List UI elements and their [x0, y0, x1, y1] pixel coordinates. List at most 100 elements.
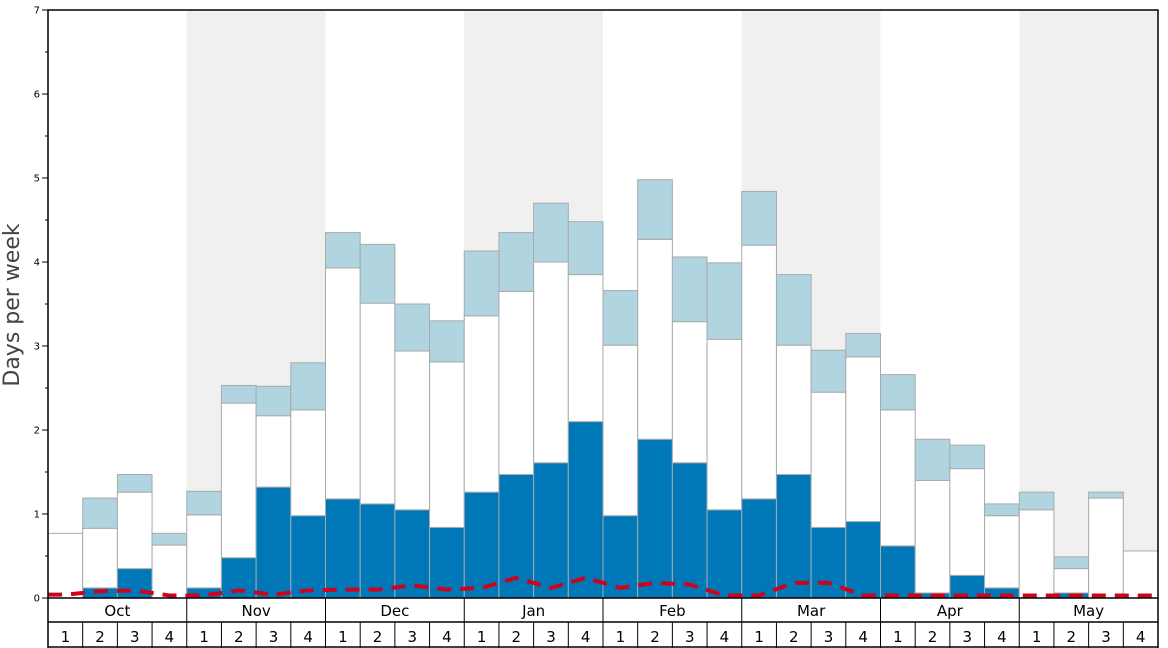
bar-segment-top-12: [463, 250, 500, 317]
bar-segment-top-22: [810, 349, 847, 393]
week-label: 3: [1101, 628, 1111, 646]
week-label: 3: [269, 628, 279, 646]
week-label: 1: [754, 628, 764, 646]
week-label: 4: [858, 628, 868, 646]
y-tick-label: 0: [34, 594, 40, 605]
week-label: 2: [650, 628, 660, 646]
week-label: 3: [685, 628, 695, 646]
week-label: 1: [1032, 628, 1042, 646]
bar-segment-middle-5: [220, 402, 257, 559]
week-label: 1: [338, 628, 348, 646]
bar-segment-bottom-15: [567, 421, 604, 599]
week-label: 4: [997, 628, 1007, 646]
bar-segment-middle-9: [359, 302, 396, 505]
axes: 0 1 2 3 4 5 6 7 Oct Nov Dec Jan Feb Mar Apr May 1 2 3 4 1 2 3 4…: [34, 6, 1159, 648]
bar-segment-bottom-6: [255, 486, 292, 599]
bar-segment-top-8: [325, 232, 361, 269]
bar-segment-middle-18: [671, 321, 708, 464]
bar-segment-top-25: [914, 438, 951, 481]
week-label: 2: [1067, 628, 1077, 646]
bar-segment-bottom-9: [359, 503, 396, 599]
bar-segment-bottom-19: [706, 509, 743, 599]
bar-segment-middle-19: [706, 338, 743, 511]
month-label-apr: Apr: [937, 602, 964, 620]
y-tick-label: 1: [34, 510, 40, 521]
bars: [47, 179, 1159, 599]
y-tick-label: 7: [34, 6, 40, 17]
month-label-may: May: [1073, 602, 1104, 620]
bar-segment-middle-28: [1018, 509, 1055, 599]
week-label: 4: [442, 628, 452, 646]
bar-segment-top-10: [394, 303, 431, 352]
bar-segment-top-24: [880, 374, 916, 411]
y-tick-label: 4: [34, 258, 40, 269]
bar-segment-middle-31: [1122, 550, 1159, 599]
bar-segment-top-7: [290, 362, 326, 411]
bar-segment-middle-29: [1053, 568, 1090, 594]
bar-segment-middle-25: [914, 479, 951, 594]
bar-segment-top-29: [1053, 556, 1090, 570]
bar-segment-bottom-20: [741, 498, 777, 599]
bar-segment-middle-14: [533, 261, 569, 464]
bar-segment-middle-15: [567, 274, 604, 423]
bar-segment-top-6: [255, 385, 292, 417]
bar-segment-top-26: [949, 444, 986, 470]
bar-segment-top-15: [567, 221, 604, 276]
bar-segment-top-2: [116, 474, 153, 493]
bar-segment-bottom-10: [394, 509, 431, 599]
bar-segment-top-28: [1018, 491, 1055, 511]
bar-segment-middle-17: [637, 238, 673, 440]
month-label-mar: Mar: [797, 602, 826, 620]
bar-segment-top-3: [151, 532, 188, 546]
bar-segment-bottom-7: [290, 515, 326, 599]
y-tick-label: 6: [34, 90, 40, 101]
week-label: 1: [199, 628, 209, 646]
y-tick-label: 5: [34, 174, 40, 185]
bar-segment-middle-2: [116, 491, 153, 570]
week-label: 2: [789, 628, 799, 646]
bar-segment-bottom-16: [602, 515, 639, 599]
week-label: 3: [824, 628, 834, 646]
bar-segment-bottom-21: [775, 474, 812, 599]
bar-segment-middle-4: [186, 514, 222, 589]
bar-segment-middle-30: [1088, 497, 1124, 599]
week-label: 2: [512, 628, 522, 646]
bar-segment-top-5: [220, 384, 257, 404]
week-label: 4: [720, 628, 730, 646]
bar-segment-top-13: [498, 232, 535, 292]
bar-segment-top-20: [741, 190, 777, 246]
week-label: 4: [581, 628, 591, 646]
week-label: 3: [962, 628, 972, 646]
bar-segment-top-11: [429, 320, 465, 363]
bar-segment-middle-11: [429, 361, 465, 528]
month-label-dec: Dec: [380, 602, 409, 620]
week-label: 1: [616, 628, 626, 646]
y-tick-label: 3: [34, 342, 40, 353]
bar-segment-middle-23: [845, 356, 881, 523]
bar-segment-bottom-11: [429, 526, 465, 599]
bar-segment-middle-16: [602, 344, 639, 517]
bar-segment-middle-1: [82, 527, 118, 589]
bar-segment-top-27: [984, 503, 1020, 517]
dashed-line-layer: [48, 575, 1158, 598]
bar-segment-top-23: [845, 332, 881, 358]
bar-segment-top-17: [637, 179, 673, 240]
bar-segment-bottom-23: [845, 521, 881, 599]
bar-segment-middle-22: [810, 391, 847, 528]
bar-segment-top-19: [706, 262, 743, 340]
week-label: 2: [234, 628, 244, 646]
week-label: 4: [165, 628, 175, 646]
bar-segment-middle-12: [463, 315, 500, 493]
bar-segment-middle-10: [394, 350, 431, 511]
bar-segment-bottom-18: [671, 462, 708, 599]
bar-segment-top-16: [602, 290, 639, 346]
bar-segment-middle-20: [741, 244, 777, 500]
bar-segment-top-14: [533, 202, 569, 263]
bar-segment-bottom-12: [463, 491, 500, 599]
bar-segment-middle-26: [949, 468, 986, 576]
bar-segment-middle-27: [984, 515, 1020, 589]
week-label: 1: [477, 628, 487, 646]
bar-segment-bottom-17: [637, 438, 673, 599]
bar-segment-bottom-8: [325, 498, 361, 599]
bar-segment-middle-0: [47, 532, 84, 599]
